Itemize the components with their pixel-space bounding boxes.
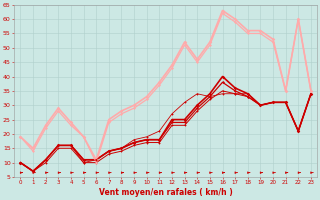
X-axis label: Vent moyen/en rafales ( km/h ): Vent moyen/en rafales ( km/h ) [99,188,233,197]
